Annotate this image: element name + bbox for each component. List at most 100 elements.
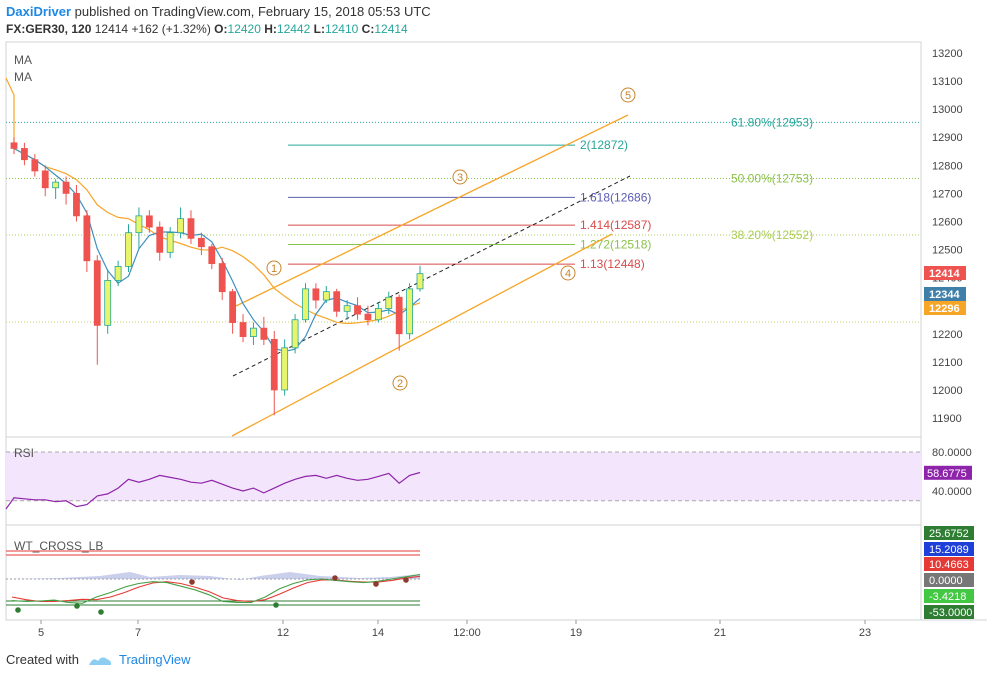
candle-body [270,338,278,391]
wt-pane[interactable] [5,524,922,621]
wave-label-circle [560,265,576,281]
wt-cross-dot [189,579,195,585]
wt-cross-dot [403,577,409,583]
candle-body [416,273,424,290]
close-value: 12414 [374,22,408,36]
candle-body [10,142,18,149]
wave-label: 3 [457,172,463,184]
candle-body [250,327,257,337]
author-link[interactable]: DaxiDriver [6,4,72,19]
fib-retracement-label: 50.00%(12753) [731,172,813,186]
wave-label-circle [620,87,636,103]
time-tick-label: 19 [570,627,582,639]
wt-cross-dot [15,607,21,613]
price-tick-label: 11900 [932,413,962,425]
time-tick-label: 5 [38,627,44,639]
candle-body [73,192,80,217]
wt-tag-bg [924,573,974,587]
price-tag-bg [924,266,966,280]
candle-body [291,319,299,349]
wt-cross-dot [373,581,379,587]
published-text: published on TradingView.com, February 1… [74,4,431,19]
open-value: 12420 [227,22,261,36]
wt-tag-label: 10.4663 [929,559,969,571]
candle-body [21,148,28,161]
price-tick-label: 13000 [932,104,963,116]
candle-body [197,237,205,248]
time-tick-label: 14 [372,627,384,639]
time-tick-label: 23 [859,627,871,639]
wave-label: 1 [271,263,277,275]
price-tick-label: 12700 [932,188,963,200]
price-tag-bg [924,301,966,315]
symbol-name: FX:GER30, 120 [6,22,92,36]
wave-label: 2 [397,378,403,390]
candle-body [187,218,195,239]
candle-body [281,347,289,391]
fib-extension-label: 1.272(12518) [580,237,651,251]
wave-label: 5 [625,90,631,102]
candle-body [364,313,372,321]
wave-label-circle [266,260,282,276]
created-with-text: Created with [6,652,79,667]
wave-label: 4 [565,268,571,280]
wave-label-circle [392,375,408,391]
high-label: H: [264,22,277,36]
channel-upper-line [235,114,629,307]
wt-cross-dot [332,575,338,581]
rsi-tick-label: 80.0000 [932,447,972,459]
candle-body [104,280,112,326]
price-tick-label: 12100 [932,357,963,369]
wave-label-circle [452,169,468,185]
time-tick-label: 7 [135,627,141,639]
tradingview-link[interactable]: TradingView [118,652,191,667]
ma-label-1: MA [14,53,32,67]
time-tick-label: 21 [714,627,726,639]
wt-tag-label: -53.0000 [929,607,972,619]
price-tag-label: 12296 [929,303,960,315]
candle-body [239,322,247,337]
wt-main-line [11,573,421,604]
wt-label: WT_CROSS_LB [14,539,103,553]
price-tag-bg [924,287,966,301]
candle-body [52,181,60,189]
candle-body [156,226,164,253]
candle-body [93,260,101,326]
candle-body [208,246,216,264]
candle-body [406,288,413,335]
wt-tag-label: 25.6752 [929,528,969,540]
candle-body [260,327,268,340]
symbol-legend: FX:GER30, 120 12414 +162 (+1.32%) O:1242… [6,22,408,36]
wt-tag-bg [924,589,974,603]
price-tick-label: 12500 [932,245,963,257]
time-tick-label: 12:00 [453,627,481,639]
footer: Created with TradingView [6,652,191,667]
candle-body [83,215,91,262]
fib-extension-label: 1.414(12587) [580,218,651,232]
wt-tag-bg [924,605,974,619]
wt-cross-dot [74,603,80,609]
candle-body [31,159,39,172]
candle-body [312,288,320,301]
wt-cross-dot [273,602,279,608]
price-tick-label: 12600 [932,216,963,228]
rsi-tick-label: 40.0000 [932,486,972,498]
wt-tag-bg [924,526,974,540]
rsi-line [5,471,421,510]
close-label: C: [361,22,375,36]
wt-tag-bg [924,542,974,556]
fib-extension-label: 1.13(12448) [580,257,645,271]
time-tick-label: 12 [277,627,289,639]
ma-slow-line [5,77,421,325]
last-price: 12414 [94,22,129,36]
price-change: +162 (+1.32%) [131,22,211,36]
rsi-tag-bg [924,465,972,480]
candle-body [374,308,382,321]
candle-body [229,291,237,323]
low-label: L: [313,22,325,36]
fib-retracement-label: 38.20%(12552) [731,228,813,242]
candle-body [177,218,184,234]
price-tag-label: 12344 [929,289,960,301]
candle-body [333,291,341,312]
